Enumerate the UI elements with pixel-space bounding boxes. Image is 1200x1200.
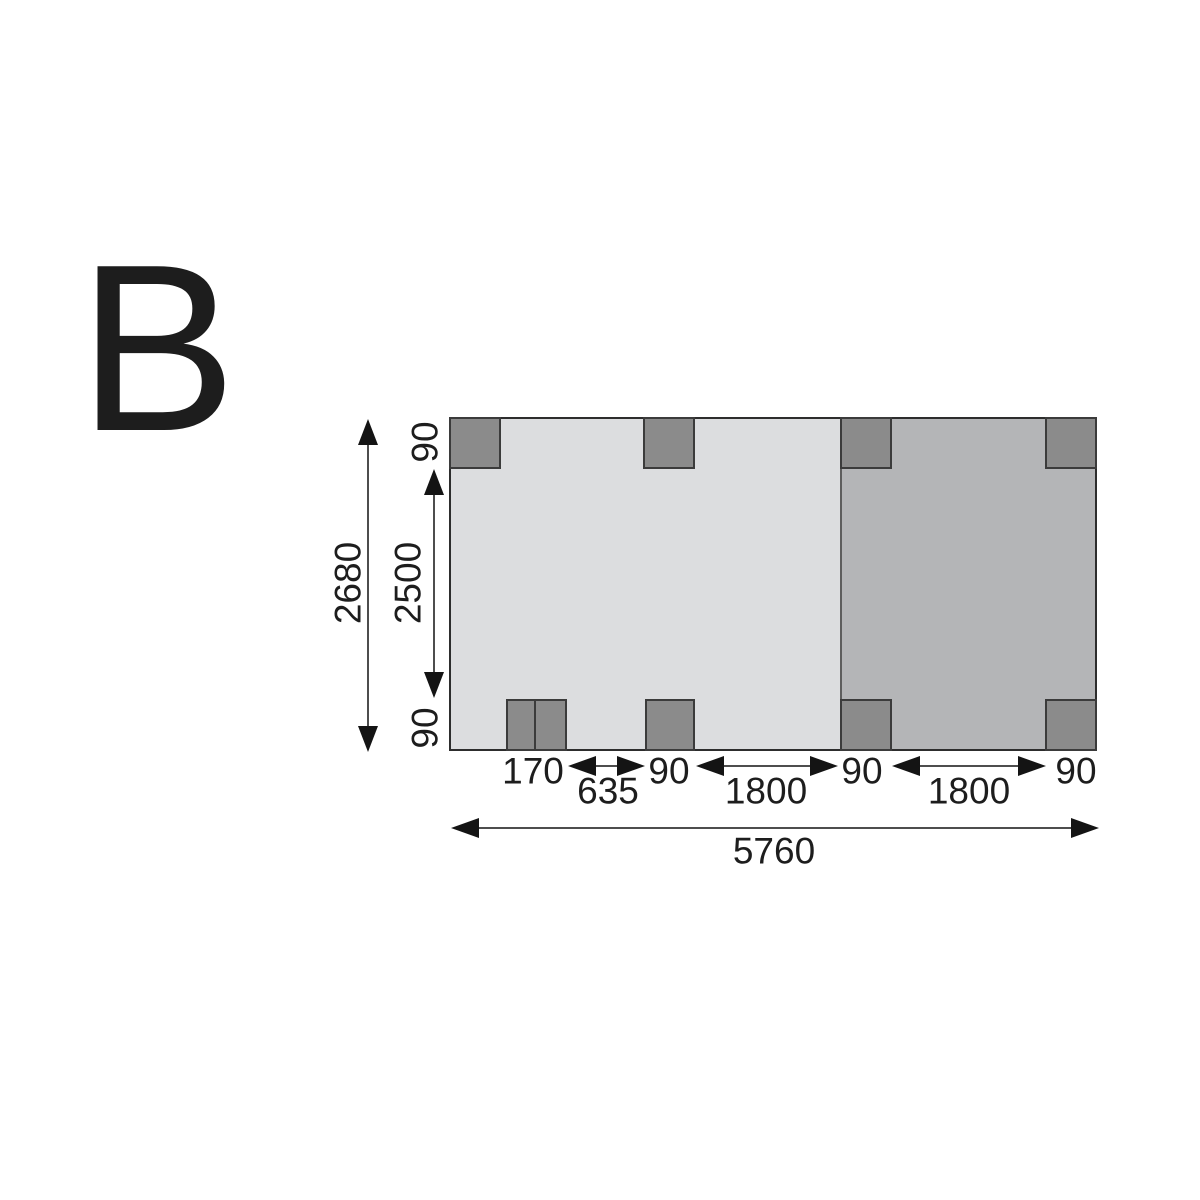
arrow-left-icon — [696, 756, 724, 776]
dim-label-post-c: 90 — [1055, 750, 1097, 792]
dim-label-double-post: 170 — [502, 750, 564, 792]
dim-line — [367, 445, 369, 726]
arrow-left-icon — [451, 818, 479, 838]
arrow-right-icon — [1018, 756, 1046, 776]
dim-line — [479, 827, 1071, 829]
dim-line — [724, 765, 810, 767]
dim-label-gap-small: 635 — [577, 770, 639, 812]
dim-label-inner-depth: 2500 — [387, 541, 429, 625]
arrow-right-icon — [617, 756, 645, 776]
dim-label-span-a: 1800 — [724, 770, 808, 812]
post-top-mid-right — [840, 417, 892, 469]
post-top-left — [449, 417, 501, 469]
dim-label-post-bottom: 90 — [404, 707, 446, 749]
dim-line — [433, 495, 435, 672]
dim-arrow-total-width — [451, 818, 1099, 838]
dim-arrow-total-depth — [358, 419, 378, 752]
dim-label-total-depth: 2680 — [327, 541, 369, 625]
arrow-down-icon — [424, 672, 444, 698]
dim-line — [596, 765, 617, 767]
post-bottom-mid-right — [840, 699, 892, 751]
figure-label: B — [78, 216, 237, 481]
dim-label-span-b: 1800 — [927, 770, 1011, 812]
post-bottom-double-right — [534, 699, 567, 751]
post-bottom-mid-left — [645, 699, 695, 751]
dim-label-post-a: 90 — [648, 750, 690, 792]
dim-arrow-span-a — [696, 756, 838, 776]
post-bottom-right — [1045, 699, 1097, 751]
post-top-mid-left — [643, 417, 695, 469]
arrow-up-icon — [358, 419, 378, 445]
dim-line — [920, 765, 1018, 767]
post-bottom-double-left — [506, 699, 536, 751]
dim-label-post-top: 90 — [404, 421, 446, 463]
post-top-right — [1045, 417, 1097, 469]
arrow-right-icon — [1071, 818, 1099, 838]
arrow-up-icon — [424, 469, 444, 495]
dim-label-post-b: 90 — [841, 750, 883, 792]
dim-arrow-span-b — [892, 756, 1046, 776]
dim-arrow-inner-depth — [424, 469, 444, 698]
arrow-down-icon — [358, 726, 378, 752]
arrow-left-icon — [568, 756, 596, 776]
arrow-right-icon — [810, 756, 838, 776]
plan-section-right — [840, 419, 1095, 749]
dim-label-total-width: 5760 — [732, 830, 816, 872]
dim-arrow-gap-small — [568, 756, 645, 776]
arrow-left-icon — [892, 756, 920, 776]
